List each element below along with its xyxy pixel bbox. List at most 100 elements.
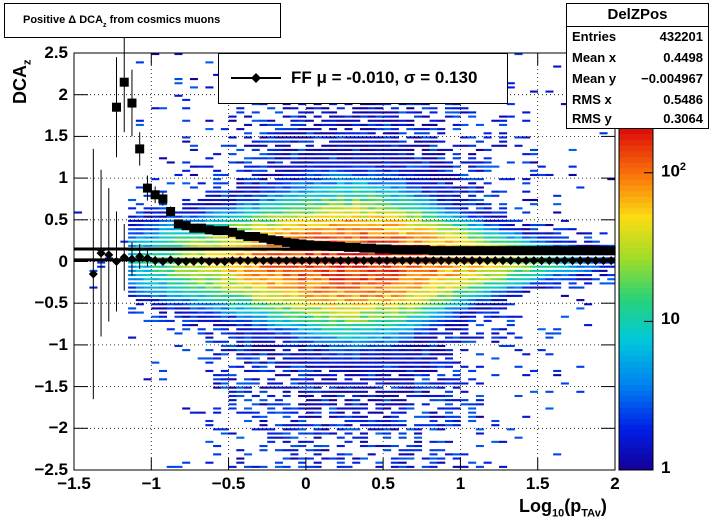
heatmap-cell bbox=[236, 178, 245, 181]
heatmap-cell bbox=[251, 148, 260, 152]
heatmap-cell bbox=[375, 236, 384, 239]
heatmap-cell bbox=[398, 286, 407, 289]
heatmap-cell bbox=[444, 228, 453, 231]
heatmap-cell bbox=[174, 286, 183, 289]
heatmap-cell bbox=[437, 161, 446, 164]
heatmap-cell bbox=[475, 311, 484, 314]
heatmap-cell bbox=[491, 194, 500, 197]
heatmap-cell bbox=[236, 386, 245, 389]
heatmap-cell bbox=[282, 349, 291, 352]
heatmap-cell bbox=[166, 328, 175, 331]
heatmap-cell bbox=[143, 219, 152, 222]
y-tick-label: 0.5 bbox=[44, 209, 68, 229]
heatmap-cell bbox=[359, 361, 368, 364]
heatmap-cell bbox=[321, 203, 330, 206]
heatmap-cell bbox=[344, 419, 353, 423]
heatmap-cell bbox=[367, 223, 376, 227]
heatmap-cell bbox=[313, 369, 322, 373]
heatmap-cell bbox=[367, 115, 376, 118]
heatmap-cell bbox=[375, 399, 384, 402]
heatmap-cell bbox=[174, 94, 183, 97]
heatmap-cell bbox=[444, 407, 453, 410]
heatmap-cell bbox=[375, 223, 384, 227]
heatmap-cell bbox=[460, 186, 469, 189]
heatmap-cell bbox=[290, 140, 299, 143]
heatmap-cell bbox=[545, 286, 554, 289]
heatmap-cell bbox=[560, 269, 569, 272]
heatmap-cell bbox=[499, 228, 508, 231]
heatmap-cell bbox=[267, 319, 276, 322]
heatmap-cell bbox=[236, 290, 245, 293]
heatmap-cell bbox=[475, 236, 484, 239]
heatmap-cell bbox=[251, 324, 260, 327]
heatmap-cell bbox=[290, 123, 299, 126]
heatmap-cell bbox=[213, 240, 222, 243]
heatmap-cell bbox=[584, 278, 593, 281]
heatmap-cell bbox=[383, 444, 392, 448]
heatmap-cell bbox=[444, 194, 453, 197]
heatmap-cell bbox=[244, 165, 253, 168]
heatmap-cell bbox=[352, 228, 361, 231]
heatmap-cell bbox=[305, 198, 314, 202]
heatmap-cell bbox=[159, 315, 168, 318]
heatmap-cell bbox=[553, 282, 562, 285]
heatmap-cell bbox=[522, 353, 531, 356]
heatmap-cell bbox=[259, 232, 268, 235]
heatmap-cell bbox=[390, 365, 399, 368]
heatmap-cell bbox=[529, 228, 539, 231]
heatmap-cell bbox=[545, 407, 554, 410]
heatmap-cell bbox=[274, 361, 283, 364]
heatmap-cell bbox=[220, 269, 229, 272]
heatmap-cell bbox=[553, 453, 562, 456]
heatmap-cell bbox=[251, 411, 260, 414]
heatmap-cell bbox=[166, 465, 175, 468]
heatmap-cell bbox=[375, 215, 384, 218]
heatmap-cell bbox=[205, 282, 214, 285]
heatmap-cell bbox=[228, 119, 237, 122]
heatmap-cell bbox=[236, 332, 245, 335]
heatmap-cell bbox=[321, 219, 330, 222]
heatmap-cell bbox=[421, 132, 430, 135]
heatmap-cell bbox=[359, 457, 368, 460]
heatmap-cell bbox=[182, 244, 191, 247]
heatmap-cell bbox=[429, 336, 438, 339]
heatmap-cell bbox=[267, 282, 276, 285]
heatmap-cell bbox=[274, 365, 283, 368]
heatmap-cell bbox=[444, 207, 453, 210]
heatmap-cell bbox=[298, 165, 307, 168]
heatmap-cell bbox=[259, 349, 268, 352]
square-marker bbox=[343, 242, 353, 252]
heatmap-cell bbox=[313, 349, 322, 352]
heatmap-cell bbox=[452, 173, 461, 177]
heatmap-cell bbox=[499, 244, 508, 247]
heatmap-cell bbox=[251, 165, 260, 168]
heatmap-cell bbox=[267, 336, 276, 339]
heatmap-cell bbox=[182, 215, 191, 218]
heatmap-cell bbox=[336, 353, 345, 356]
heatmap-cell bbox=[429, 282, 438, 285]
heatmap-cell bbox=[213, 357, 222, 360]
heatmap-cell bbox=[305, 415, 314, 418]
heatmap-cell bbox=[298, 311, 307, 314]
heatmap-cell bbox=[429, 128, 438, 131]
heatmap-cell bbox=[414, 269, 423, 272]
heatmap-cell bbox=[514, 240, 523, 243]
heatmap-cell bbox=[135, 299, 144, 302]
heatmap-cell bbox=[143, 215, 152, 218]
heatmap-cell bbox=[344, 332, 353, 335]
heatmap-cell bbox=[460, 340, 469, 343]
heatmap-cell bbox=[568, 286, 577, 289]
heatmap-cell bbox=[313, 265, 322, 268]
heatmap-cell bbox=[197, 198, 206, 202]
heatmap-cell bbox=[421, 223, 430, 227]
heatmap-cell bbox=[483, 299, 492, 302]
diamond-marker bbox=[444, 256, 454, 266]
heatmap-cell bbox=[383, 390, 392, 393]
heatmap-cell bbox=[421, 340, 430, 343]
heatmap-cell bbox=[174, 53, 183, 56]
heatmap-cell bbox=[367, 340, 376, 343]
heatmap-cell bbox=[259, 444, 268, 448]
heatmap-cell bbox=[452, 211, 461, 214]
heatmap-cell bbox=[189, 274, 198, 277]
heatmap-cell bbox=[437, 428, 446, 431]
